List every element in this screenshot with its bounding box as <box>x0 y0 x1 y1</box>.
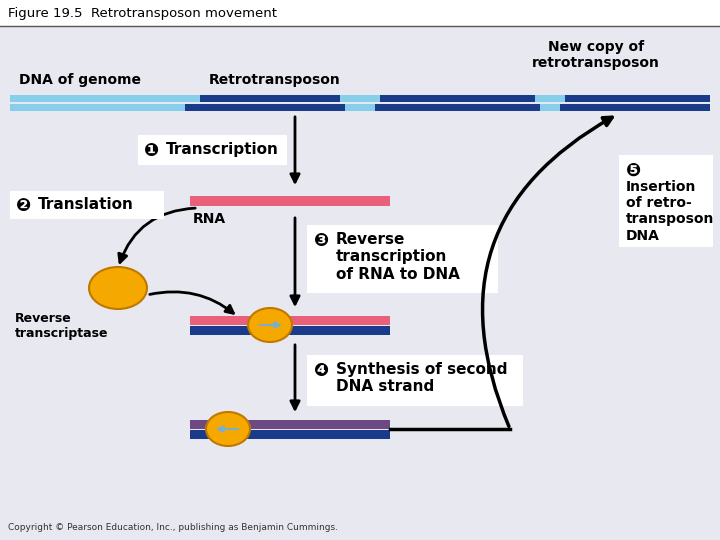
Text: New copy of
retrotransposon: New copy of retrotransposon <box>532 40 660 70</box>
Text: Copyright © Pearson Education, Inc., publishing as Benjamin Cummings.: Copyright © Pearson Education, Inc., pub… <box>8 523 338 532</box>
FancyBboxPatch shape <box>380 95 535 102</box>
FancyArrowPatch shape <box>482 117 612 427</box>
FancyBboxPatch shape <box>548 104 580 111</box>
FancyBboxPatch shape <box>190 196 390 206</box>
Text: Figure 19.5  Retrotransposon movement: Figure 19.5 Retrotransposon movement <box>8 6 277 19</box>
FancyBboxPatch shape <box>0 26 720 540</box>
FancyBboxPatch shape <box>355 104 410 111</box>
FancyBboxPatch shape <box>190 420 390 429</box>
FancyBboxPatch shape <box>307 355 523 406</box>
Text: DNA of genome: DNA of genome <box>19 73 141 87</box>
FancyBboxPatch shape <box>190 326 390 335</box>
FancyBboxPatch shape <box>360 95 410 102</box>
FancyBboxPatch shape <box>565 95 710 102</box>
FancyBboxPatch shape <box>545 95 580 102</box>
FancyBboxPatch shape <box>560 104 710 111</box>
FancyBboxPatch shape <box>190 420 390 429</box>
Text: Transcription: Transcription <box>166 142 279 157</box>
Text: Reverse
transcriptase: Reverse transcriptase <box>15 312 109 340</box>
Ellipse shape <box>248 308 292 342</box>
Text: Retrotransposon: Retrotransposon <box>209 73 341 87</box>
Ellipse shape <box>89 267 147 309</box>
FancyBboxPatch shape <box>375 104 540 111</box>
Text: ❹: ❹ <box>314 362 329 380</box>
Ellipse shape <box>206 412 250 446</box>
FancyBboxPatch shape <box>185 104 345 111</box>
FancyBboxPatch shape <box>619 155 713 247</box>
FancyBboxPatch shape <box>200 95 340 102</box>
Text: RNA: RNA <box>193 212 226 226</box>
Text: Translation: Translation <box>38 197 134 212</box>
Text: Insertion
of retro-
transposon
DNA: Insertion of retro- transposon DNA <box>626 180 714 242</box>
FancyBboxPatch shape <box>307 225 498 293</box>
Text: ❺: ❺ <box>626 162 642 180</box>
FancyBboxPatch shape <box>138 135 287 165</box>
FancyBboxPatch shape <box>10 95 710 102</box>
FancyBboxPatch shape <box>190 316 390 325</box>
Text: Synthesis of second
DNA strand: Synthesis of second DNA strand <box>336 362 508 394</box>
Text: ❷: ❷ <box>16 197 31 215</box>
FancyBboxPatch shape <box>190 430 390 439</box>
FancyBboxPatch shape <box>10 104 710 111</box>
Text: Reverse
transcription
of RNA to DNA: Reverse transcription of RNA to DNA <box>336 232 460 282</box>
Text: ❸: ❸ <box>314 232 329 250</box>
Text: ❶: ❶ <box>144 142 159 160</box>
FancyBboxPatch shape <box>10 191 164 219</box>
FancyBboxPatch shape <box>0 0 720 26</box>
